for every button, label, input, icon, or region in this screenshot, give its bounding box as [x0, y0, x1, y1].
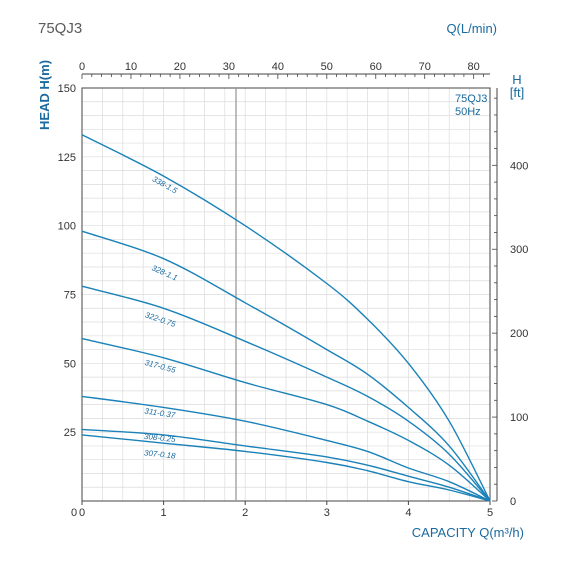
series-line-328-1.1: [81, 230, 491, 502]
series-line-308-0.25: [81, 428, 491, 502]
curve-label: 308-0.25: [144, 432, 177, 444]
series-line-307-0.18: [81, 434, 491, 502]
x-tick-label: 4: [405, 507, 411, 519]
x-tick-label: 5: [487, 507, 493, 519]
series-line-338-1.5: [81, 134, 491, 502]
y-tick-label: 50: [64, 358, 76, 370]
top-tick-label: 50: [321, 61, 333, 73]
y-tick-label: 125: [58, 152, 76, 164]
top-tick-label: 40: [272, 61, 284, 73]
y-tick-label: 75: [64, 290, 76, 302]
x-tick-label: 1: [161, 507, 167, 519]
origin-label: 0: [71, 507, 77, 519]
grid: [82, 88, 490, 501]
model-label: 75QJ3: [455, 93, 487, 105]
right-tick-label: 100: [510, 412, 528, 424]
y-tick-label: 100: [58, 221, 76, 233]
right-axis-title-ft: [ft]: [510, 85, 524, 100]
top-axis-title: Q(L/min): [446, 21, 497, 36]
frequency-label: 50Hz: [455, 106, 481, 118]
y-tick-label: 150: [58, 83, 76, 95]
series-line-317-0.55: [81, 337, 491, 502]
curve-label: 322-0.75: [144, 310, 177, 329]
y-tick-label: 25: [64, 427, 76, 439]
y-axis-title: HEAD H(m): [37, 60, 52, 130]
plot-frame: [81, 87, 491, 502]
chart-title: 75QJ3: [38, 20, 82, 37]
x-tick-label: 0: [79, 507, 85, 519]
right-tick-label: 400: [510, 160, 528, 172]
right-tick-label: 0: [510, 496, 516, 508]
series-line-322-0.75: [81, 285, 491, 502]
top-tick-label: 20: [174, 61, 186, 73]
top-tick-label: 10: [125, 61, 137, 73]
top-tick-label: 60: [370, 61, 382, 73]
top-tick-label: 80: [468, 61, 480, 73]
curve-label: 328-1.1: [150, 263, 178, 282]
curve-label: 307-0.18: [144, 448, 177, 460]
x-axis-title: CAPACITY Q(m³/h): [412, 525, 524, 540]
right-axis-title-h: H: [512, 72, 521, 87]
series-line-311-0.37: [81, 395, 491, 502]
x-tick-label: 2: [242, 507, 248, 519]
top-tick-label: 0: [79, 61, 85, 73]
right-tick-label: 200: [510, 328, 528, 340]
right-tick-label: 300: [510, 244, 528, 256]
top-tick-label: 30: [223, 61, 235, 73]
x-tick-label: 3: [324, 507, 330, 519]
top-tick-label: 70: [419, 61, 431, 73]
